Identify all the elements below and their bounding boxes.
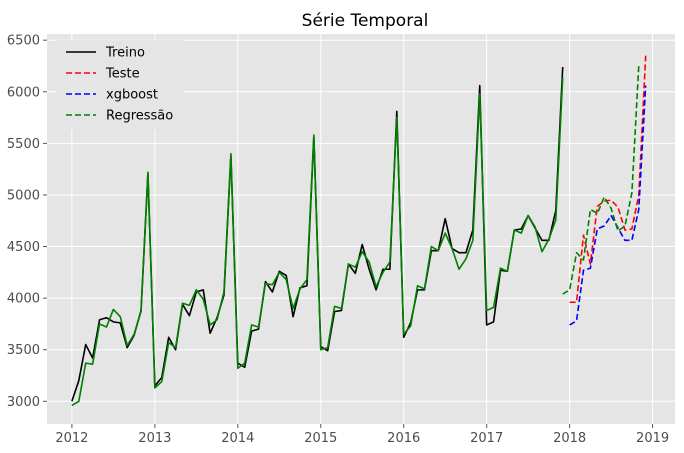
y-tick-label: 3500 bbox=[7, 343, 40, 358]
series-layer bbox=[71, 55, 647, 407]
y-tick-label: 4000 bbox=[7, 292, 40, 307]
legend-label: Regressão bbox=[106, 109, 173, 124]
x-tick-label: 2019 bbox=[636, 431, 669, 446]
chart-title: Série Temporal bbox=[302, 11, 429, 31]
y-tick-label: 6500 bbox=[7, 34, 40, 49]
legend-label: Treino bbox=[105, 46, 145, 61]
legend-label: xgboost bbox=[106, 88, 158, 103]
x-tick-label: 2017 bbox=[470, 431, 503, 446]
x-tick-label: 2012 bbox=[55, 431, 88, 446]
x-tick-label: 2016 bbox=[387, 431, 420, 446]
ticks: 2012 2013 2014 2015 2016 2017 2018 2019 3000 3500… bbox=[7, 34, 669, 446]
legend: Treino Teste xgboost Regressão bbox=[56, 40, 184, 130]
x-tick-label: 2014 bbox=[221, 431, 254, 446]
x-tick-label: 2015 bbox=[304, 431, 337, 446]
series-line-teste bbox=[569, 55, 647, 304]
series-line-regressao-fit bbox=[71, 77, 564, 407]
x-tick-label: 2013 bbox=[138, 431, 171, 446]
y-tick-label: 6000 bbox=[7, 85, 40, 100]
y-tick-label: 4500 bbox=[7, 240, 40, 255]
series-line-regressao-forecast bbox=[562, 64, 640, 295]
x-tick-label: 2018 bbox=[553, 431, 586, 446]
y-tick-label: 3000 bbox=[7, 395, 40, 410]
series-line-xgboost bbox=[569, 85, 647, 326]
y-tick-label: 5500 bbox=[7, 137, 40, 152]
y-tick-label: 5000 bbox=[7, 188, 40, 203]
legend-label: Teste bbox=[105, 67, 140, 82]
